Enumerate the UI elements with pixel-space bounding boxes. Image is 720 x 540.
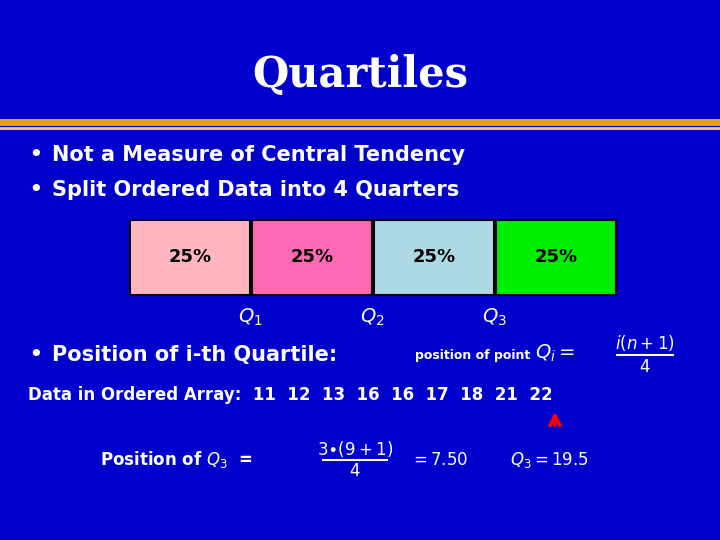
Text: Position of $Q_3$  =: Position of $Q_3$ =: [100, 449, 253, 470]
Text: •: •: [28, 178, 42, 202]
Text: $4$: $4$: [639, 359, 651, 375]
Text: $Q_3$: $Q_3$: [482, 306, 506, 328]
Text: Split Ordered Data into 4 Quarters: Split Ordered Data into 4 Quarters: [52, 180, 459, 200]
Bar: [496, 220, 616, 295]
Text: Position of i-th Quartile:: Position of i-th Quartile:: [52, 345, 337, 365]
Text: 25%: 25%: [534, 248, 577, 267]
Text: $= 7.50$: $= 7.50$: [410, 451, 468, 469]
Text: 25%: 25%: [413, 248, 456, 267]
Text: $3{\bullet}(9+1)$: $3{\bullet}(9+1)$: [317, 439, 393, 459]
Text: 25%: 25%: [290, 248, 333, 267]
Bar: [130, 220, 250, 295]
Text: $Q_2$: $Q_2$: [360, 306, 384, 328]
Text: Data in Ordered Array:  11  12  13  16  16  17  18  21  22: Data in Ordered Array: 11 12 13 16 16 17…: [28, 386, 553, 404]
Text: Quartiles: Quartiles: [252, 54, 468, 96]
Text: $Q_1$: $Q_1$: [238, 306, 262, 328]
Text: $Q_i =$: $Q_i =$: [535, 342, 575, 363]
Text: 25%: 25%: [168, 248, 212, 267]
Text: •: •: [28, 343, 42, 367]
Bar: [252, 220, 372, 295]
Bar: [374, 220, 494, 295]
Text: position of point: position of point: [415, 348, 530, 361]
Text: $Q_3 =19.5$: $Q_3 =19.5$: [510, 450, 589, 470]
Text: $4$: $4$: [349, 462, 361, 480]
Text: $i(n+1)$: $i(n+1)$: [615, 333, 675, 353]
Text: •: •: [28, 143, 42, 167]
Text: Not a Measure of Central Tendency: Not a Measure of Central Tendency: [52, 145, 465, 165]
